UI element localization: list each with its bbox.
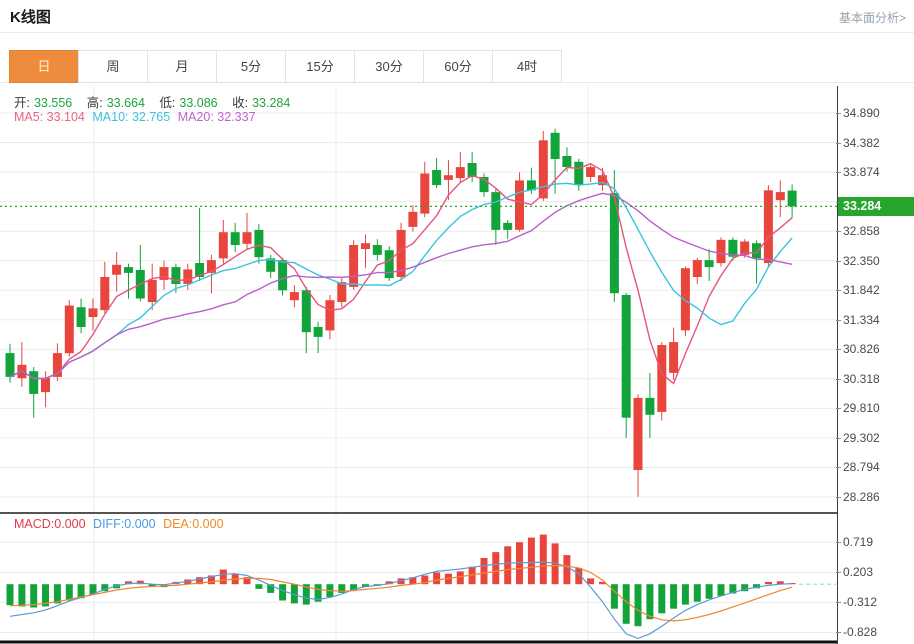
axis-tick	[836, 602, 841, 603]
axis-tick	[836, 542, 841, 543]
axis-tick	[836, 379, 841, 380]
high-label: 高:	[86, 96, 103, 110]
open-label: 开:	[14, 96, 30, 110]
current-price-badge: 33.284	[838, 197, 914, 216]
tab-日[interactable]: 日	[9, 50, 79, 83]
low-value: 33.086	[179, 96, 218, 110]
axis-label: 29.810	[843, 401, 880, 415]
tab-15分[interactable]: 15分	[285, 50, 355, 83]
axis-label: 34.382	[843, 136, 880, 150]
axis-tick	[836, 438, 841, 439]
close-value: 33.284	[252, 96, 291, 110]
axis-label: 0.203	[843, 565, 874, 579]
axis-tick	[836, 408, 841, 409]
axis-tick	[836, 172, 841, 173]
axis-tick	[836, 467, 841, 468]
axis-label: 28.286	[843, 490, 880, 504]
ma20-value: MA20: 32.337	[177, 110, 256, 124]
diff-value: DIFF:0.000	[93, 517, 156, 531]
axis-label: 32.350	[843, 254, 880, 268]
macd-value: MACD:0.000	[14, 517, 86, 531]
axis-tick	[836, 320, 841, 321]
axis-tick	[836, 349, 841, 350]
open-value: 33.556	[33, 96, 73, 110]
axis-tick	[836, 143, 841, 144]
axis-tick	[836, 261, 841, 262]
close-label: 收:	[232, 96, 249, 110]
axis-label: 30.318	[843, 372, 880, 386]
high-value: 33.664	[106, 96, 145, 110]
axis-tick	[836, 632, 841, 633]
axis-tick	[836, 113, 841, 114]
page-title: K线图	[10, 9, 51, 26]
axis-tick	[836, 497, 841, 498]
axis-label: 29.302	[843, 431, 880, 445]
tab-4时[interactable]: 4时	[492, 50, 562, 83]
axis-label: -0.828	[843, 625, 878, 639]
axis-label: 30.826	[843, 342, 880, 356]
low-label: 低:	[159, 96, 176, 110]
tab-5分[interactable]: 5分	[216, 50, 286, 83]
tab-60分[interactable]: 60分	[423, 50, 493, 83]
axis-label: -0.312	[843, 595, 878, 609]
axis-tick	[836, 572, 841, 573]
axis-label: 0.719	[843, 535, 874, 549]
axis-label: 28.794	[843, 460, 880, 474]
period-tab-bar: 日周月 5分 15分 30分 60分 4时	[9, 50, 562, 83]
ma10-value: MA10: 32.765	[92, 110, 171, 124]
axis-label: 34.890	[843, 106, 880, 120]
candlestick-chart[interactable]	[0, 86, 914, 512]
price-axis-line	[837, 86, 838, 644]
tab-月[interactable]: 月	[147, 50, 217, 83]
ohlc-legend: 开: 33.556 高: 33.664 低: 33.086 收: 33.284	[14, 92, 294, 111]
axis-tick	[836, 290, 841, 291]
tab-周[interactable]: 周	[78, 50, 148, 83]
axis-label: 33.874	[843, 165, 880, 179]
title-divider	[0, 32, 914, 33]
axis-label: 31.334	[843, 313, 880, 327]
tab-30分[interactable]: 30分	[354, 50, 424, 83]
macd-legend: MACD:0.000 DIFF:0.000 DEA:0.000	[14, 517, 228, 531]
ma-legend: MA5: 33.104 MA10: 32.765 MA20: 32.337	[14, 110, 260, 124]
axis-tick	[836, 231, 841, 232]
fundamental-analysis-link[interactable]: 基本面分析>	[838, 11, 906, 25]
axis-label: 32.858	[843, 224, 880, 238]
ma5-value: MA5: 33.104	[14, 110, 85, 124]
dea-value: DEA:0.000	[163, 517, 224, 531]
axis-label: 31.842	[843, 283, 880, 297]
macd-chart[interactable]	[0, 512, 914, 644]
